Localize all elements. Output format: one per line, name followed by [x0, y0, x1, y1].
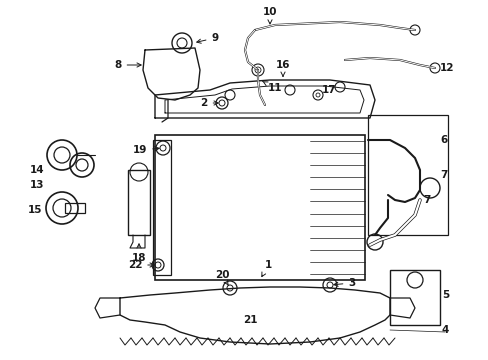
- Bar: [65, 203, 85, 213]
- Bar: [367, 115, 447, 235]
- Text: 13: 13: [30, 180, 44, 190]
- Text: 10: 10: [262, 7, 277, 24]
- Text: 19: 19: [133, 145, 159, 155]
- Bar: [153, 140, 171, 275]
- Bar: [155, 135, 364, 280]
- Text: 3: 3: [333, 278, 355, 288]
- Text: 14: 14: [30, 165, 44, 175]
- Bar: [389, 270, 439, 325]
- Text: 5: 5: [441, 290, 448, 300]
- Text: 16: 16: [275, 60, 290, 76]
- Text: 8: 8: [114, 60, 141, 70]
- Text: 9: 9: [196, 33, 218, 43]
- Text: 15: 15: [28, 205, 42, 215]
- Text: 2: 2: [200, 98, 218, 108]
- Text: 7: 7: [439, 170, 447, 180]
- Text: 17: 17: [321, 85, 336, 95]
- Text: 18: 18: [131, 244, 146, 263]
- Text: 4: 4: [441, 325, 448, 335]
- Text: 11: 11: [262, 81, 282, 93]
- Text: 22: 22: [127, 260, 154, 270]
- Bar: [128, 170, 150, 235]
- Text: 21: 21: [242, 315, 257, 325]
- Text: 12: 12: [439, 63, 453, 73]
- Text: 20: 20: [214, 270, 229, 285]
- Text: 6: 6: [439, 135, 447, 145]
- Text: 7: 7: [422, 195, 429, 205]
- Text: 1: 1: [261, 260, 271, 276]
